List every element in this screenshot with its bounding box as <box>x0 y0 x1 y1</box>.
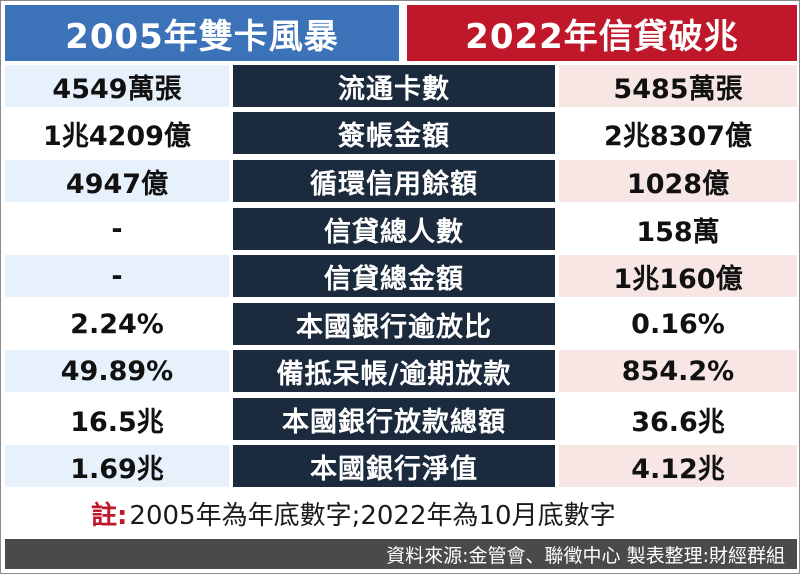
value-2022: 1兆160億 <box>559 255 797 297</box>
value-2022: 0.16% <box>559 303 797 345</box>
table-row: - 信貸總金額 1兆160億 <box>5 255 797 297</box>
row-label: 本國銀行逾放比 <box>233 303 555 345</box>
footnote-label: 註: <box>91 500 128 531</box>
value-2005: 2.24% <box>5 303 229 345</box>
row-label: 本國銀行放款總額 <box>233 398 555 440</box>
table-row: 16.5兆 本國銀行放款總額 36.6兆 <box>5 398 797 440</box>
source-bar: 資料來源:金管會、聯徵中心 製表整理:財經群組 <box>5 539 797 569</box>
value-2005: 16.5兆 <box>5 398 229 440</box>
value-2005: 4549萬張 <box>5 65 229 107</box>
value-2022: 36.6兆 <box>559 398 797 440</box>
row-label: 簽帳金額 <box>233 112 555 154</box>
value-2005: 4947億 <box>5 160 229 202</box>
table-row: 4549萬張 流通卡數 5485萬張 <box>5 65 797 107</box>
row-label: 備抵呆帳/逾期放款 <box>233 350 555 392</box>
table-row: - 信貸總人數 158萬 <box>5 208 797 250</box>
table-row: 1兆4209億 簽帳金額 2兆8307億 <box>5 112 797 154</box>
value-2022: 4.12兆 <box>559 445 797 487</box>
value-2022: 1028億 <box>559 160 797 202</box>
value-2005: 49.89% <box>5 350 229 392</box>
value-2005: 1兆4209億 <box>5 112 229 154</box>
table-row: 49.89% 備抵呆帳/逾期放款 854.2% <box>5 350 797 392</box>
value-2005: - <box>5 255 229 297</box>
value-2022: 158萬 <box>559 208 797 250</box>
row-label: 本國銀行淨值 <box>233 445 555 487</box>
table-row: 2.24% 本國銀行逾放比 0.16% <box>5 303 797 345</box>
value-2005: - <box>5 208 229 250</box>
value-2005: 1.69兆 <box>5 445 229 487</box>
row-label: 循環信用餘額 <box>233 160 555 202</box>
row-label: 流通卡數 <box>233 65 555 107</box>
source-text: 資料來源:金管會、聯徵中心 製表整理:財經群組 <box>386 544 785 567</box>
footnote: 註: 2005年為年底數字;2022年為10月底數字 <box>5 493 797 533</box>
header-2005: 2005年雙卡風暴 <box>5 5 399 61</box>
footnote-text: 2005年為年底數字;2022年為10月底數字 <box>129 500 616 531</box>
table-row: 4947億 循環信用餘額 1028億 <box>5 160 797 202</box>
table-row: 1.69兆 本國銀行淨值 4.12兆 <box>5 445 797 487</box>
value-2022: 854.2% <box>559 350 797 392</box>
row-label: 信貸總人數 <box>233 208 555 250</box>
header-2022: 2022年信貸破兆 <box>407 5 797 61</box>
value-2022: 2兆8307億 <box>559 112 797 154</box>
row-label: 信貸總金額 <box>233 255 555 297</box>
value-2022: 5485萬張 <box>559 65 797 107</box>
